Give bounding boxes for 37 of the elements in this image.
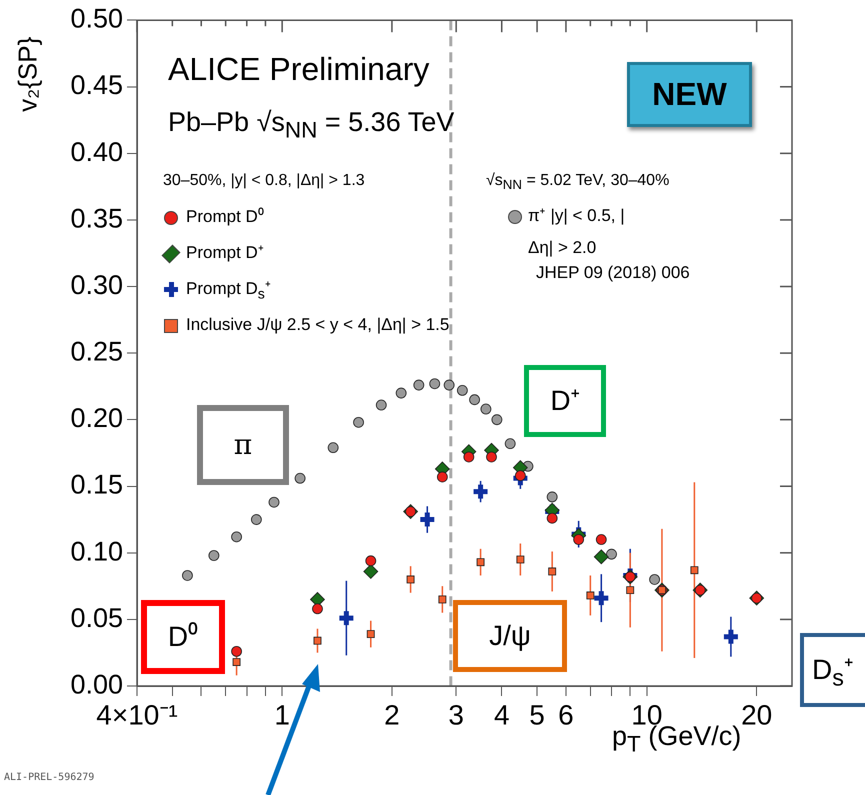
text: ALI-PREL-596279 [4, 772, 94, 783]
x-tick-label: 2 [384, 700, 400, 731]
y-tick-label: 0.40 [70, 136, 123, 167]
y-tick-label: 0.10 [70, 536, 123, 566]
y-tick-label: 0.35 [70, 203, 123, 234]
y-tick-label: 0.25 [70, 336, 123, 367]
y-tick-label: 0.00 [70, 669, 123, 700]
x-tick-label: 20 [741, 700, 772, 731]
x-tick-label: 1 [274, 700, 290, 731]
x-tick-label: 4×10⁻¹ [96, 700, 178, 731]
y-axis-title: v₂{SP} [12, 36, 42, 112]
y-tick-label: 0.50 [70, 4, 123, 34]
y-tick-label: 0.20 [70, 403, 123, 434]
legend-label: Prompt D⁰ [186, 207, 264, 226]
legend-label: π⁺ |y| < 0.5, |Δη| > 2.0 [528, 206, 625, 257]
y-tick-label: 0.30 [70, 270, 123, 300]
x-tick-label: 6 [558, 700, 574, 731]
annotation: NEW [627, 62, 752, 127]
x-tick-label: 3 [448, 700, 464, 731]
x-tick-label: 5 [529, 700, 545, 731]
y-tick-label: 0.15 [70, 470, 123, 500]
annotation: J/ψ [453, 600, 567, 672]
y-tick-label: 0.45 [70, 70, 123, 100]
annotation: ALICE Preliminary [168, 51, 430, 88]
annotation: √s$_{NN}$ = 5.02 TeV, 30–40% [486, 172, 670, 193]
annotation: π [197, 405, 289, 485]
legend-label: Inclusive J/ψ 2.5 < y < 4, |Δη| > 1.5 [186, 315, 450, 334]
y-tick-label: 0.05 [70, 602, 123, 633]
annotation: JHEP 09 (2018) 006 [536, 263, 690, 283]
text: D$_{s}$⁺ [800, 633, 865, 707]
annotation: D⁺ [524, 365, 606, 437]
legend-label: Prompt D$_{s}$⁺ [186, 279, 271, 302]
legend-label: Prompt D⁺ [186, 243, 264, 262]
annotation: Pb–Pb √s$_{NN}$ = 5.36 TeV [168, 107, 454, 144]
x-tick-label: 4 [494, 700, 510, 731]
annotation: D⁰ [141, 600, 225, 674]
annotation: 30–50%, |y| < 0.8, |Δη| > 1.3 [163, 172, 365, 190]
